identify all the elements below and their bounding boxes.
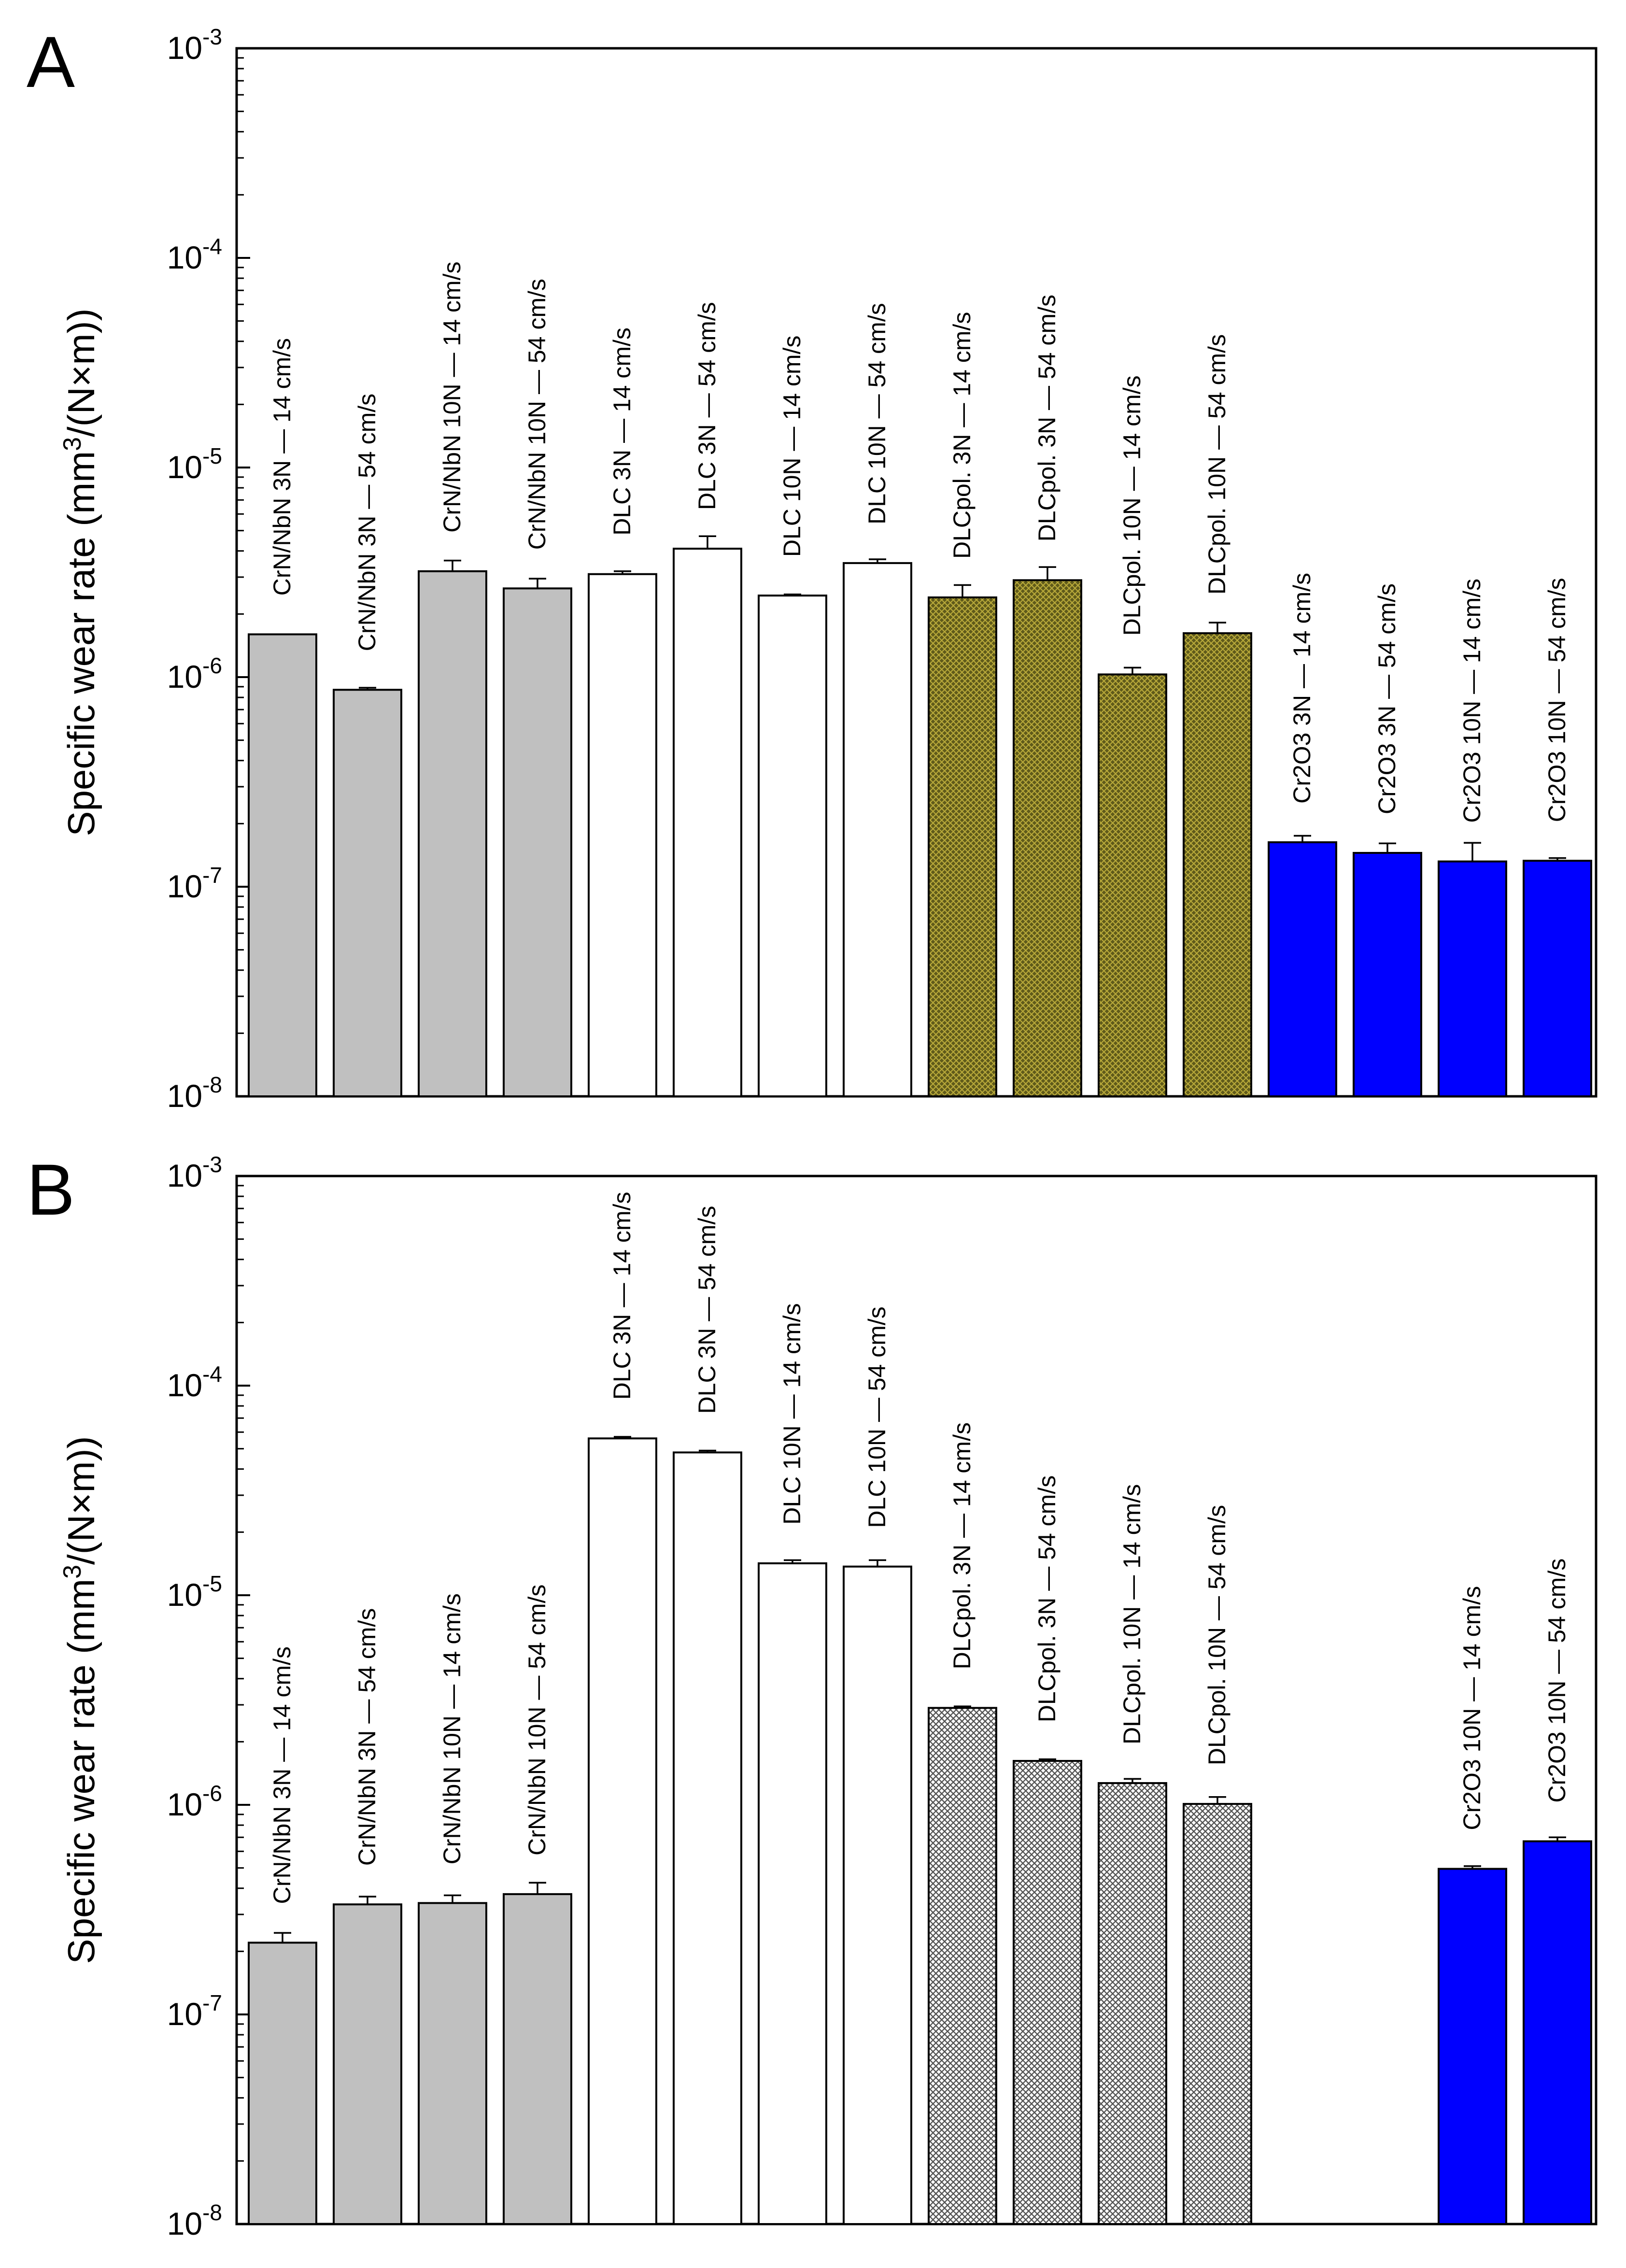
bar-label: CrN/NbN 10N — 14 cm/s (438, 1593, 466, 1864)
y-tick-label: 10-3 (167, 24, 222, 66)
panel-A: A 10-3 10-4 10-5 10-6 10-7 10-8 Specific wear r… (27, 21, 1598, 1114)
panel-letter: B (27, 1149, 75, 1230)
bar-label: DLCpol. 10N — 54 cm/s (1203, 334, 1230, 595)
bar (1523, 860, 1592, 1098)
bar-label: Cr2O3 10N — 14 cm/s (1458, 579, 1485, 823)
bar (248, 1942, 317, 2225)
bar (333, 1903, 402, 2225)
y-tick-label: 10-5 (167, 1571, 222, 1613)
bar-label: DLCpol. 10N — 54 cm/s (1203, 1505, 1230, 1765)
bar-label: CrN/NbN 10N — 54 cm/s (523, 279, 551, 550)
bar (758, 595, 827, 1097)
bar (843, 1565, 912, 2225)
y-tick-label: 10-6 (167, 1781, 222, 1822)
y-tick-label: 10-5 (167, 443, 222, 485)
bar (588, 1437, 657, 2225)
y-tick-label: 10-4 (167, 1361, 222, 1403)
y-tick-label: 10-7 (167, 1990, 222, 2032)
plot-frame (235, 47, 1598, 1098)
panel-B: B 10-3 10-4 10-5 10-6 10-7 10-8 Specific wear r… (27, 1149, 1598, 2241)
bar-label: Cr2O3 10N — 54 cm/s (1543, 1559, 1570, 1803)
bar (843, 562, 912, 1097)
bar-label: DLCpol. 3N — 14 cm/s (948, 312, 976, 559)
bar (1183, 1803, 1252, 2225)
bar-label: DLC 3N — 14 cm/s (608, 1192, 636, 1400)
bar (673, 1451, 742, 2225)
bar-label: Cr2O3 10N — 54 cm/s (1543, 578, 1570, 822)
y-axis-title: Specific wear rate (mm3/(N×m)) (58, 1436, 102, 1964)
bar (1268, 841, 1337, 1097)
bar-label: CrN/NbN 3N — 14 cm/s (269, 1646, 296, 1904)
bar-label: DLC 10N — 14 cm/s (778, 1303, 806, 1524)
bar (758, 1562, 827, 2225)
bar-label: DLCpol. 3N — 54 cm/s (1033, 295, 1060, 541)
bar-label: DLCpol. 10N — 14 cm/s (1118, 1484, 1145, 1744)
bar (248, 633, 317, 1098)
bar-label: DLCpol. 10N — 14 cm/s (1118, 375, 1145, 636)
bar-label: DLC 3N — 54 cm/s (693, 302, 721, 510)
bar-label: DLC 10N — 54 cm/s (863, 1306, 891, 1528)
bar (1013, 1760, 1082, 2225)
bar (503, 587, 572, 1097)
bar (588, 573, 657, 1097)
bar (1183, 632, 1252, 1097)
plot-frame (235, 1175, 1598, 2225)
bar-label: CrN/NbN 3N — 54 cm/s (353, 394, 381, 651)
bar (928, 1707, 997, 2225)
y-tick-label: 10-8 (167, 2200, 222, 2241)
bar-label: DLCpol. 3N — 14 cm/s (948, 1422, 976, 1669)
bar (1098, 673, 1167, 1097)
y-tick-label: 10-3 (167, 1152, 222, 1193)
bar (1438, 1868, 1507, 2225)
bar-label: DLC 10N — 54 cm/s (863, 303, 891, 524)
y-tick-label: 10-7 (167, 863, 222, 904)
bar (1523, 1840, 1592, 2225)
bar (333, 689, 402, 1097)
bar-label: CrN/NbN 3N — 54 cm/s (353, 1608, 381, 1866)
bar (1438, 860, 1507, 1097)
bar (503, 1893, 572, 2225)
bar-label: DLC 3N — 54 cm/s (693, 1206, 721, 1414)
bar-label: DLCpol. 3N — 54 cm/s (1033, 1475, 1060, 1722)
bar-label: CrN/NbN 10N — 14 cm/s (438, 262, 466, 533)
bar-label: DLC 10N — 14 cm/s (778, 336, 806, 557)
y-tick-label: 10-4 (167, 234, 222, 275)
bar-label: Cr2O3 10N — 14 cm/s (1458, 1586, 1485, 1830)
bar-label: CrN/NbN 3N — 14 cm/s (269, 338, 296, 595)
bar-label: CrN/NbN 10N — 54 cm/s (523, 1585, 551, 1856)
bar (673, 548, 742, 1097)
bar (928, 596, 997, 1097)
bar-label: Cr2O3 3N — 14 cm/s (1288, 573, 1315, 804)
y-tick-label: 10-8 (167, 1072, 222, 1114)
bar-label: Cr2O3 3N — 54 cm/s (1373, 583, 1400, 814)
y-tick-label: 10-6 (167, 653, 222, 695)
bar (418, 1902, 487, 2225)
bar (1098, 1782, 1167, 2225)
panel-letter: A (27, 21, 75, 102)
bar-label: DLC 3N — 14 cm/s (608, 327, 636, 536)
bar (1353, 851, 1422, 1098)
y-axis-title: Specific wear rate (mm3/(N×m)) (58, 309, 102, 836)
bar (418, 570, 487, 1097)
bar (1013, 579, 1082, 1097)
